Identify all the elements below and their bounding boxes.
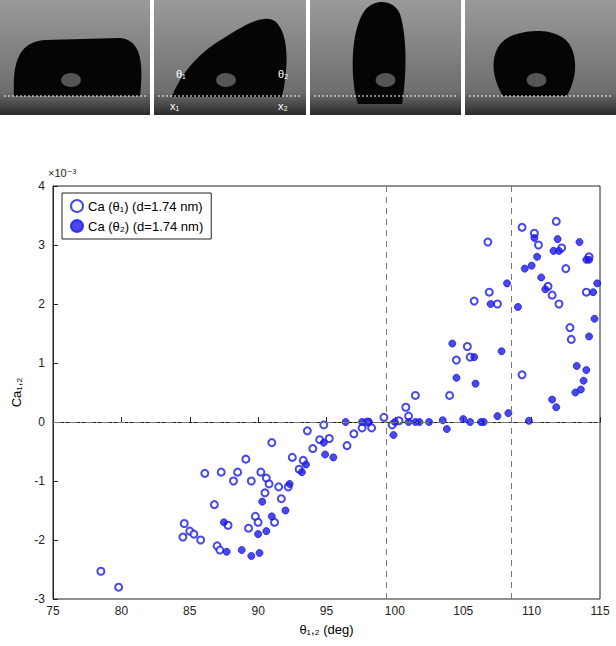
svg-text:4: 4 (38, 179, 45, 193)
svg-text:Ca (θ₂) (d=1.74 nm): Ca (θ₂) (d=1.74 nm) (88, 219, 203, 234)
svg-text:105: 105 (453, 604, 473, 618)
svg-text:Ca₁,₂: Ca₁,₂ (9, 378, 24, 408)
svg-text:90: 90 (251, 604, 265, 618)
svg-text:1: 1 (38, 356, 45, 370)
svg-text:3: 3 (38, 238, 45, 252)
svg-text:-3: -3 (34, 592, 45, 606)
svg-text:Ca (θ₁) (d=1.74 nm): Ca (θ₁) (d=1.74 nm) (88, 199, 203, 214)
svg-text:-2: -2 (34, 533, 45, 547)
svg-text:85: 85 (183, 604, 197, 618)
svg-text:95: 95 (320, 604, 334, 618)
svg-text:x₁: x₁ (170, 100, 180, 112)
svg-text:-1: -1 (34, 474, 45, 488)
svg-text:x₂: x₂ (278, 100, 288, 112)
svg-text:100: 100 (385, 604, 405, 618)
svg-text:0: 0 (38, 415, 45, 429)
svg-text:110: 110 (522, 604, 541, 618)
svg-text:θ₂: θ₂ (278, 68, 288, 80)
svg-text:θ₁,₂ (deg): θ₁,₂ (deg) (299, 622, 353, 637)
svg-text:115: 115 (590, 604, 609, 618)
svg-text:θ₁: θ₁ (176, 68, 186, 80)
svg-text:2: 2 (38, 297, 45, 311)
svg-text:75: 75 (46, 604, 60, 618)
svg-text:80: 80 (115, 604, 129, 618)
svg-text:×10⁻³: ×10⁻³ (48, 167, 76, 179)
